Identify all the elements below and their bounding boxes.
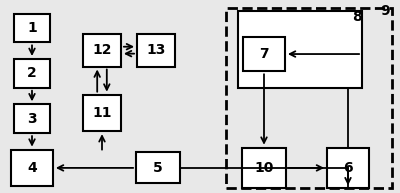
Text: 5: 5 [153,161,163,175]
Bar [14,14,50,42]
Text: 1: 1 [27,21,37,35]
Bar [243,37,285,71]
Text: 10: 10 [254,161,274,175]
Bar [226,8,392,188]
Text: 13: 13 [146,43,166,57]
Bar [327,148,369,188]
Bar [242,148,286,188]
Bar [11,150,53,186]
Bar [238,11,362,88]
Text: 3: 3 [27,112,37,126]
Bar [14,59,50,88]
Bar [83,95,121,131]
Bar [14,104,50,133]
Bar [83,34,121,67]
Bar [137,34,175,67]
Text: 12: 12 [92,43,112,57]
Text: 6: 6 [343,161,353,175]
Text: 8: 8 [352,10,362,24]
Text: 11: 11 [92,106,112,120]
Text: 9: 9 [380,4,390,18]
Bar [136,152,180,183]
Text: 4: 4 [27,161,37,175]
Text: 7: 7 [259,47,269,61]
Text: 2: 2 [27,66,37,80]
